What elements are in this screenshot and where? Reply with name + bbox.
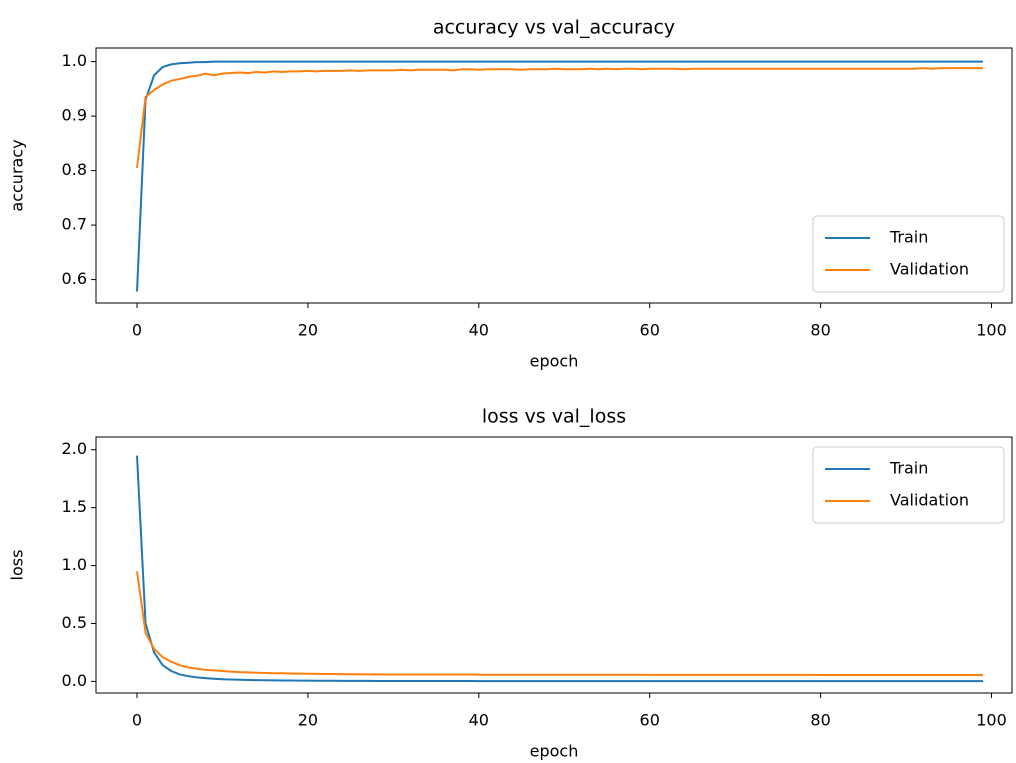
x-tick-label: 80 <box>810 711 830 730</box>
x-tick-label: 80 <box>810 321 830 340</box>
x-tick-label: 40 <box>469 711 489 730</box>
legend-label: Validation <box>890 260 969 279</box>
x-tick-label: 20 <box>298 711 318 730</box>
x-tick-label: 100 <box>976 321 1007 340</box>
y-tick-label: 1.0 <box>62 555 87 574</box>
chart-title: accuracy vs val_accuracy <box>433 17 675 39</box>
y-tick-label: 1.0 <box>62 51 87 70</box>
legend-label: Validation <box>890 491 969 510</box>
y-tick-label: 2.0 <box>62 439 87 458</box>
data-line <box>137 571 983 675</box>
y-tick-label: 0.7 <box>62 215 87 234</box>
legend-label: Train <box>889 459 928 478</box>
x-tick-label: 40 <box>469 321 489 340</box>
x-tick-label: 0 <box>132 321 142 340</box>
x-tick-label: 60 <box>640 321 660 340</box>
figure: accuracy vs val_accuracyepoch accuracy 0 20… <box>0 0 1016 763</box>
y-axis-label: accuracy <box>8 139 27 211</box>
x-axis-label: epoch <box>530 352 579 371</box>
y-tick-label: 0.8 <box>62 160 87 179</box>
legend-label: Train <box>889 228 928 247</box>
y-axis-label: loss <box>8 550 27 581</box>
y-tick-label: 0.6 <box>62 269 87 288</box>
x-tick-label: 100 <box>976 711 1007 730</box>
x-axis-label: epoch <box>530 742 579 761</box>
chart-title: loss vs val_loss <box>482 406 626 428</box>
x-tick-label: 20 <box>298 321 318 340</box>
legend: Train Validation <box>813 447 1004 523</box>
x-tick-label: 60 <box>640 711 660 730</box>
legend: Train Validation <box>813 216 1004 292</box>
y-tick-label: 0.5 <box>62 613 87 632</box>
y-tick-label: 1.5 <box>62 497 87 516</box>
y-tick-label: 0.0 <box>62 671 87 690</box>
x-tick-label: 0 <box>132 711 142 730</box>
data-line <box>137 68 983 168</box>
y-tick-label: 0.9 <box>62 106 87 125</box>
